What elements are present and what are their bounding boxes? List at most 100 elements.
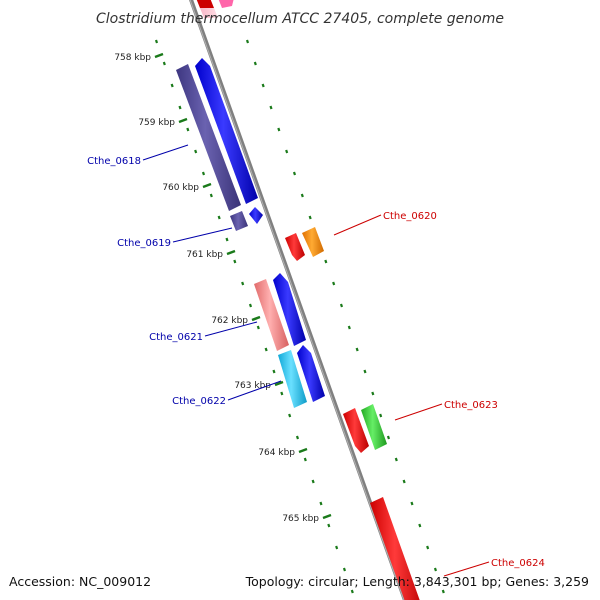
tick-dot xyxy=(355,347,359,352)
gene-label-leader xyxy=(142,144,189,161)
tick-dot xyxy=(201,171,206,176)
kbp-ticks: 758 kbp 759 kbp 760 kbp 761 kbp 762 kbp 763 k… xyxy=(114,52,332,524)
kbp-tick-label: 758 kbp xyxy=(114,53,151,63)
gene-label[interactable]: Cthe_0622 xyxy=(172,396,226,407)
gene-label[interactable]: Cthe_0624 xyxy=(491,558,545,569)
tick-dot xyxy=(386,435,391,440)
tick-dot xyxy=(426,545,430,550)
tick-dot xyxy=(371,391,375,396)
gene-label[interactable]: Cthe_0618 xyxy=(87,156,141,167)
tick-dot xyxy=(433,567,438,572)
gene-labels: Cthe_0618 Cthe_0619 Cthe_0620 Cthe_0621 Cthe… xyxy=(87,144,545,577)
tick-dot xyxy=(339,303,344,308)
tick-dot xyxy=(335,545,339,550)
tick-dot xyxy=(288,413,292,418)
tick-dot xyxy=(285,149,289,154)
tick-dot xyxy=(300,193,304,198)
tick-dot xyxy=(245,39,250,44)
gene-cthe-0622-bar xyxy=(278,350,307,408)
gene-cthe-0618-arrow xyxy=(195,58,258,204)
kbp-tick-mark xyxy=(274,380,284,387)
gene-label-leader xyxy=(227,380,282,401)
accession-text: Accession: NC_009012 xyxy=(9,574,151,589)
tick-dot xyxy=(327,523,331,528)
gene-label-leader xyxy=(443,561,490,577)
genome-backbone-highlight xyxy=(189,0,405,600)
tick-dot xyxy=(261,83,265,88)
tick-dot xyxy=(347,325,351,330)
tick-dot xyxy=(363,369,367,374)
tick-dot xyxy=(303,457,307,462)
tick-dot xyxy=(295,435,300,440)
gene-cthe-0618-bar xyxy=(176,64,241,211)
tick-dot xyxy=(311,479,315,484)
kbp-tick-label: 761 kbp xyxy=(186,250,223,260)
kbp-tick-mark xyxy=(154,52,164,59)
kbp-tick-label: 762 kbp xyxy=(211,316,248,326)
tick-dot xyxy=(379,413,383,418)
gene-cthe-0621-bar xyxy=(254,279,289,351)
tick-dot xyxy=(194,149,198,154)
gene-label-leader xyxy=(172,227,233,243)
tick-dot xyxy=(217,215,221,220)
map-title: Clostridium thermocellum ATCC 27405, com… xyxy=(96,11,504,27)
gene-cthe-0623-green xyxy=(361,404,387,450)
kbp-tick-label: 765 kbp xyxy=(282,514,319,524)
kbp-tick-label: 759 kbp xyxy=(138,118,175,128)
gene-cthe-0624-red xyxy=(370,497,420,600)
gene-label-leader xyxy=(333,214,382,236)
gene-label[interactable]: Cthe_0621 xyxy=(149,332,203,343)
tick-dot xyxy=(162,61,166,66)
tick-dot xyxy=(186,127,190,132)
tick-dot xyxy=(154,39,159,44)
gene-label-leader xyxy=(394,403,443,421)
summary-text: Topology: circular; Length: 3,843,301 bp… xyxy=(245,574,589,589)
tick-dot xyxy=(178,105,182,110)
tick-dot xyxy=(253,61,257,66)
gene-features xyxy=(176,58,420,600)
gene-cthe-0621-arrow xyxy=(273,273,306,346)
gene-label[interactable]: Cthe_0620 xyxy=(383,211,437,222)
kbp-tick-mark xyxy=(226,249,236,256)
tick-dot xyxy=(241,281,245,286)
gene-label[interactable]: Cthe_0619 xyxy=(117,238,171,249)
gene-label-leader xyxy=(204,321,258,337)
tick-dot xyxy=(441,589,445,594)
tick-dot xyxy=(209,193,213,198)
tick-dot xyxy=(277,127,281,132)
kbp-tick-label: 760 kbp xyxy=(162,183,199,193)
kbp-tick-mark xyxy=(298,447,308,454)
tick-dot xyxy=(264,347,268,352)
tick-dot xyxy=(225,237,229,242)
tick-dot-rows xyxy=(154,39,445,594)
gene-label[interactable]: Cthe_0623 xyxy=(444,400,498,411)
tick-dot xyxy=(350,589,354,594)
tick-dot xyxy=(308,215,312,220)
tick-dot xyxy=(233,259,237,264)
kbp-tick-mark xyxy=(251,315,261,322)
gene-cthe-0620-red xyxy=(285,233,305,261)
gene-cthe-0619-arrow xyxy=(249,207,263,224)
tick-dot xyxy=(170,83,174,88)
gene-cthe-0622-arrow xyxy=(297,345,325,402)
kbp-tick-mark xyxy=(322,513,332,520)
top-partial-features xyxy=(196,0,234,18)
gene-cthe-0620-orange xyxy=(302,227,324,257)
gene-cthe-0623-red xyxy=(343,408,369,453)
kbp-tick-label: 763 kbp xyxy=(234,381,271,391)
tick-dot xyxy=(418,523,422,528)
tick-dot xyxy=(332,281,336,286)
kbp-tick-mark xyxy=(178,117,188,124)
tick-dot xyxy=(342,567,347,572)
tick-dot xyxy=(319,501,323,506)
tick-dot xyxy=(394,457,398,462)
gene-cthe-0619-bar xyxy=(230,211,248,231)
tick-dot xyxy=(324,259,328,264)
tick-dot xyxy=(292,171,297,176)
tick-dot xyxy=(248,303,253,308)
tick-dot xyxy=(256,325,260,330)
tick-dot xyxy=(280,391,284,396)
tick-dot xyxy=(269,105,273,110)
